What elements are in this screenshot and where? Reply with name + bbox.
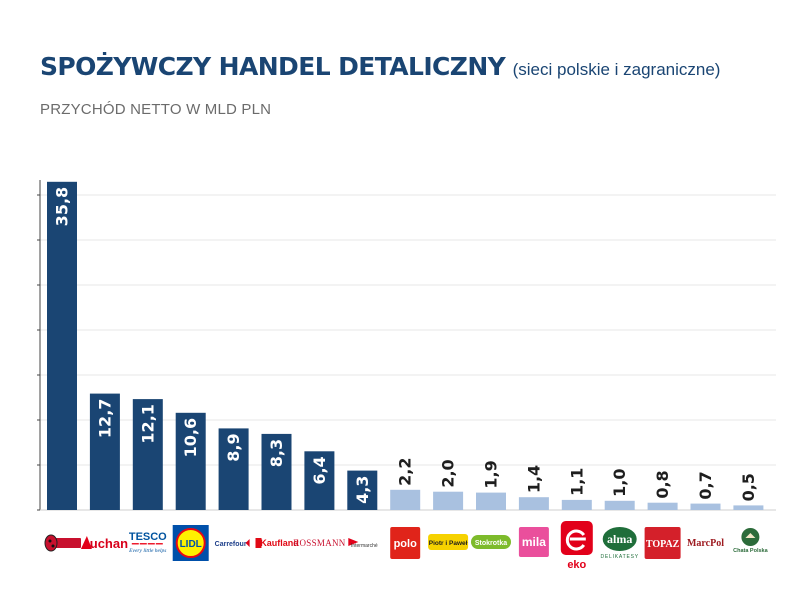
kaufland-mark: [255, 538, 262, 548]
polo-logo: polo: [390, 527, 421, 559]
piotr-text: Piotr i Paweł: [429, 540, 468, 547]
lidl-logo: LIDL: [172, 525, 209, 561]
alma-text: alma: [607, 532, 632, 546]
data-label: 2,0: [439, 459, 458, 487]
bar-biedronka: [47, 181, 77, 511]
topaz-text: TOPAZ: [646, 539, 680, 550]
chart-title: SPOŻYWCZY HANDEL DETALICZNY: [40, 52, 506, 81]
data-label: 0,8: [653, 470, 672, 498]
tesco-text: TESCO: [129, 531, 167, 543]
ladybug-spot: [51, 544, 55, 548]
data-label: 1,0: [610, 468, 629, 496]
carrefour-text: Carrefour: [215, 541, 247, 548]
carrefour-logo: Carrefour: [215, 539, 250, 548]
bar-topaz: [647, 502, 678, 510]
eko-e-icon: [565, 529, 586, 551]
ladybug-icon: [44, 534, 58, 552]
stokrotka-badge: [471, 535, 511, 549]
alma-logo: alma DELIKATESY: [600, 527, 638, 560]
tesco-stripe: [131, 543, 139, 545]
bar-tesco: [132, 399, 163, 510]
data-label: 35,8: [53, 187, 72, 226]
data-label: 0,7: [696, 471, 715, 499]
tesco-stripe: [139, 543, 147, 545]
tesco-stripe: [147, 543, 155, 545]
bar-mila: [518, 497, 549, 510]
stokrotka-logo: Stokrotka: [471, 535, 511, 549]
chata-polska-logo: Chata Polska: [733, 528, 769, 554]
biedronka-logo: [44, 534, 81, 552]
data-label: 4,3: [353, 476, 372, 504]
auchan-bird-icon: [80, 536, 92, 549]
ladybug-spot: [48, 539, 52, 543]
piotr-badge: [428, 534, 469, 550]
bar-intermarch-: [347, 470, 378, 510]
tesco-tagline: Every little helps: [128, 548, 166, 554]
carrefour-icon: [245, 539, 250, 547]
topaz-square: [644, 527, 681, 559]
data-label: 12,7: [95, 399, 114, 438]
bar-stokrotka: [476, 492, 506, 510]
bar-lidl: [175, 412, 206, 510]
bar-eko: [561, 499, 592, 510]
polo-square: [390, 527, 421, 559]
alma-oval: [602, 527, 637, 551]
tesco-stripe: [155, 543, 163, 545]
marcpol-text: MarcPol: [687, 538, 724, 549]
chart-title-note: (sieci polskie i zagraniczne): [512, 60, 721, 79]
bar-kaufland: [261, 433, 292, 510]
data-label: 6,4: [310, 456, 329, 484]
brand-logo-row: uchan TESCO Every little helps LIDL Carrefou…: [44, 521, 769, 571]
kaufland-logo: Kaufland: [255, 538, 299, 548]
data-label: 0,5: [739, 473, 758, 501]
house-icon: [745, 533, 756, 538]
mila-square: [518, 527, 549, 557]
auchan-text: uchan: [90, 536, 128, 551]
bar-chata-polska: [733, 505, 764, 510]
kaufland-text: Kaufland: [260, 538, 299, 548]
intermarche-logo: Intermarché: [348, 538, 378, 549]
bar-polo: [390, 489, 421, 510]
chata-text: Chata Polska: [733, 548, 768, 554]
polo-text: polo: [394, 538, 417, 550]
rossmann-text: ROSSMANN: [293, 538, 346, 548]
bar-auchan: [89, 393, 120, 510]
lidl-text: LIDL: [180, 539, 202, 550]
data-label: 1,1: [567, 468, 586, 496]
bar-rossmann: [304, 451, 335, 510]
piotr-i-pawel-logo: Piotr i Paweł: [428, 534, 469, 550]
biedronka-banner: [53, 538, 81, 548]
eko-logo: eko: [560, 521, 593, 571]
data-label: 1,4: [524, 465, 543, 493]
topaz-logo: TOPAZ: [644, 527, 681, 559]
stokrotka-text: Stokrotka: [475, 540, 507, 547]
data-label: 2,2: [396, 457, 415, 485]
chart-title-block: SPOŻYWCZY HANDEL DETALICZNY (sieci polsk…: [40, 52, 720, 81]
bar-piotr-i-pawe-: [433, 491, 464, 510]
data-label: 1,9: [482, 460, 501, 488]
bar-carrefour: [218, 428, 249, 510]
mila-logo: mila: [518, 527, 549, 557]
mila-text: mila: [522, 535, 546, 549]
intermarche-text: Intermarché: [351, 543, 378, 549]
alma-subtext: DELIKATESY: [600, 554, 638, 560]
data-label: 8,9: [224, 433, 243, 461]
data-label: 8,3: [267, 439, 286, 467]
data-label: 10,6: [181, 418, 200, 457]
bar-alma: [604, 500, 635, 510]
tesco-logo: TESCO Every little helps: [128, 531, 167, 554]
intermarche-arrow-icon: [348, 538, 359, 546]
lidl-circle: [175, 528, 206, 558]
auchan-logo: uchan: [80, 536, 128, 551]
bar-marcpol: [690, 503, 721, 510]
eko-text: eko: [567, 559, 586, 571]
chart-subtitle: PRZYCHÓD NETTO W MLD PLN: [40, 101, 272, 118]
data-label: 12,1: [138, 404, 157, 443]
